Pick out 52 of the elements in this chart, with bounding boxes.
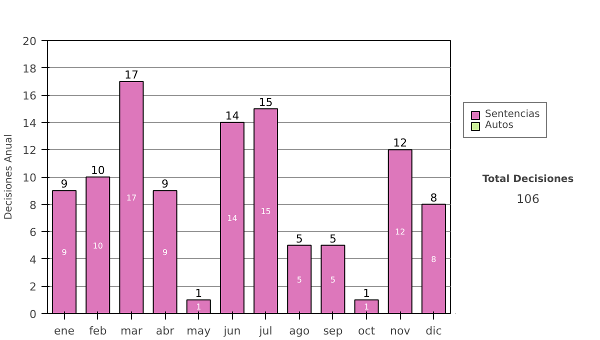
x-tick-label: abr xyxy=(156,324,175,338)
x-tick-label: oct xyxy=(358,324,376,338)
y-tick-label: 18 xyxy=(22,62,37,76)
data-label: 14 xyxy=(227,214,238,223)
x-tick-label: feb xyxy=(89,324,107,338)
legend-label: Sentencias xyxy=(485,109,540,120)
total-label: 15 xyxy=(258,96,273,109)
total-label: 8 xyxy=(430,191,438,204)
x-tick-label: may xyxy=(186,324,212,338)
total-label: 10 xyxy=(90,164,105,177)
data-label: 15 xyxy=(260,207,271,216)
y-axis-title: Decisiones Anual xyxy=(4,134,15,220)
y-tick-label: 16 xyxy=(22,90,37,103)
y-tick-label: 2 xyxy=(30,280,36,294)
total-label: 9 xyxy=(60,178,68,191)
y-tick-label: 14 xyxy=(22,116,37,130)
y-tick-label: 4 xyxy=(30,253,36,266)
x-tick-label: ago xyxy=(289,324,310,338)
legend-label: Autos xyxy=(485,120,514,131)
total-label: 5 xyxy=(329,232,336,246)
data-label: 1 xyxy=(196,302,202,312)
text: Total Decisiones xyxy=(482,174,574,186)
total-label: 14 xyxy=(225,109,240,122)
y-tick-label: 6 xyxy=(30,226,36,240)
x-tick-label: jul xyxy=(258,324,272,338)
total-label: 1 xyxy=(195,286,202,300)
data-label: 9 xyxy=(62,248,67,258)
total-label: 5 xyxy=(296,232,303,246)
y-tick-label: 20 xyxy=(22,35,37,48)
total-label: 17 xyxy=(124,68,138,82)
y-tick-label: 12 xyxy=(22,144,37,158)
text: 106 xyxy=(516,192,540,206)
data-label: 5 xyxy=(330,275,336,284)
x-tick-label: nov xyxy=(390,324,411,338)
total-label: 1 xyxy=(363,286,370,300)
x-tick-label: jun xyxy=(222,324,241,338)
total-label: 12 xyxy=(393,136,408,150)
x-tick-label: dic xyxy=(426,324,442,338)
x-tick-label: sep xyxy=(323,324,343,338)
data-label: 12 xyxy=(395,228,406,237)
y-tick-label: 8 xyxy=(30,198,36,212)
data-label: 8 xyxy=(431,254,436,264)
data-label: 1 xyxy=(364,302,370,312)
data-label: 9 xyxy=(162,248,168,258)
y-tick-label: 10 xyxy=(22,172,37,184)
x-tick-label: mar xyxy=(120,324,143,338)
data-label: 10 xyxy=(92,241,103,250)
x-tick-label: ene xyxy=(54,324,75,338)
data-label: 17 xyxy=(126,193,137,202)
total-label: 9 xyxy=(162,178,169,191)
data-label: 5 xyxy=(296,275,302,284)
y-tick-label: 0 xyxy=(30,308,36,321)
